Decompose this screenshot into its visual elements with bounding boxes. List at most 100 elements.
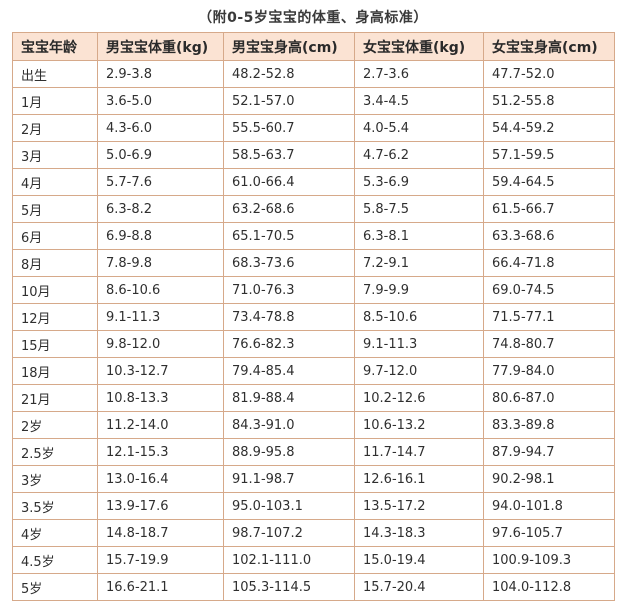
table-row: 2.5岁 12.1-15.3 88.9-95.8 11.7-14.7 87.9-94.7 xyxy=(12,438,615,466)
cell-girl-height: 61.5-66.7 xyxy=(483,195,615,223)
cell-girl-weight: 7.9-9.9 xyxy=(354,276,484,304)
cell-boy-height: 95.0-103.1 xyxy=(223,492,355,520)
cell-girl-height: 69.0-74.5 xyxy=(483,276,615,304)
cell-girl-height: 51.2-55.8 xyxy=(483,87,615,115)
cell-age: 出生 xyxy=(12,60,98,88)
cell-girl-weight: 10.2-12.6 xyxy=(354,384,484,412)
cell-girl-weight: 5.3-6.9 xyxy=(354,168,484,196)
table-caption: （附0-5岁宝宝的体重、身高标准） xyxy=(198,10,428,26)
table-row: 12月 9.1-11.3 73.4-78.8 8.5-10.6 71.5-77.1 xyxy=(12,303,615,331)
cell-boy-weight: 5.0-6.9 xyxy=(97,141,224,169)
cell-boy-weight: 9.1-11.3 xyxy=(97,303,224,331)
cell-age: 4.5岁 xyxy=(12,546,98,574)
cell-girl-height: 90.2-98.1 xyxy=(483,465,615,493)
table-row: 8月 7.8-9.8 68.3-73.6 7.2-9.1 66.4-71.8 xyxy=(12,249,615,277)
header-boy-weight: 男宝宝体重(kg) xyxy=(97,32,224,61)
cell-boy-height: 76.6-82.3 xyxy=(223,330,355,358)
header-boy-height: 男宝宝身高(cm) xyxy=(223,32,355,61)
cell-girl-weight: 6.3-8.1 xyxy=(354,222,484,250)
cell-girl-height: 83.3-89.8 xyxy=(483,411,615,439)
cell-girl-weight: 4.7-6.2 xyxy=(354,141,484,169)
cell-age: 1月 xyxy=(12,87,98,115)
cell-girl-weight: 11.7-14.7 xyxy=(354,438,484,466)
cell-boy-weight: 9.8-12.0 xyxy=(97,330,224,358)
cell-girl-weight: 8.5-10.6 xyxy=(354,303,484,331)
cell-boy-weight: 15.7-19.9 xyxy=(97,546,224,574)
cell-boy-height: 81.9-88.4 xyxy=(223,384,355,412)
table-row: 10月 8.6-10.6 71.0-76.3 7.9-9.9 69.0-74.5 xyxy=(12,276,615,304)
cell-age: 4岁 xyxy=(12,519,98,547)
cell-girl-height: 77.9-84.0 xyxy=(483,357,615,385)
cell-age: 12月 xyxy=(12,303,98,331)
cell-boy-height: 102.1-111.0 xyxy=(223,546,355,574)
cell-age: 2月 xyxy=(12,114,98,142)
table-row: 3月 5.0-6.9 58.5-63.7 4.7-6.2 57.1-59.5 xyxy=(12,141,615,169)
cell-girl-weight: 15.7-20.4 xyxy=(354,573,484,601)
cell-boy-weight: 6.3-8.2 xyxy=(97,195,224,223)
cell-girl-weight: 9.7-12.0 xyxy=(354,357,484,385)
table-row: 4.5岁 15.7-19.9 102.1-111.0 15.0-19.4 100.9-1… xyxy=(12,546,615,574)
cell-boy-height: 61.0-66.4 xyxy=(223,168,355,196)
cell-age: 3.5岁 xyxy=(12,492,98,520)
table-row: 2月 4.3-6.0 55.5-60.7 4.0-5.4 54.4-59.2 xyxy=(12,114,615,142)
cell-boy-height: 73.4-78.8 xyxy=(223,303,355,331)
cell-boy-height: 68.3-73.6 xyxy=(223,249,355,277)
cell-boy-weight: 6.9-8.8 xyxy=(97,222,224,250)
cell-girl-height: 57.1-59.5 xyxy=(483,141,615,169)
cell-girl-height: 47.7-52.0 xyxy=(483,60,615,88)
cell-boy-weight: 8.6-10.6 xyxy=(97,276,224,304)
table-row: 4月 5.7-7.6 61.0-66.4 5.3-6.9 59.4-64.5 xyxy=(12,168,615,196)
cell-girl-height: 94.0-101.8 xyxy=(483,492,615,520)
cell-girl-weight: 10.6-13.2 xyxy=(354,411,484,439)
cell-boy-weight: 13.9-17.6 xyxy=(97,492,224,520)
cell-girl-weight: 4.0-5.4 xyxy=(354,114,484,142)
cell-girl-weight: 5.8-7.5 xyxy=(354,195,484,223)
header-girl-height: 女宝宝身高(cm) xyxy=(483,32,615,61)
cell-boy-height: 65.1-70.5 xyxy=(223,222,355,250)
cell-boy-weight: 12.1-15.3 xyxy=(97,438,224,466)
cell-age: 21月 xyxy=(12,384,98,412)
cell-age: 2.5岁 xyxy=(12,438,98,466)
table-row: 4岁 14.8-18.7 98.7-107.2 14.3-18.3 97.6-105.7 xyxy=(12,519,615,547)
cell-girl-weight: 3.4-4.5 xyxy=(354,87,484,115)
cell-boy-height: 84.3-91.0 xyxy=(223,411,355,439)
cell-boy-weight: 7.8-9.8 xyxy=(97,249,224,277)
cell-boy-weight: 10.3-12.7 xyxy=(97,357,224,385)
table-row: 6月 6.9-8.8 65.1-70.5 6.3-8.1 63.3-68.6 xyxy=(12,222,615,250)
cell-boy-weight: 14.8-18.7 xyxy=(97,519,224,547)
cell-girl-height: 74.8-80.7 xyxy=(483,330,615,358)
cell-boy-weight: 3.6-5.0 xyxy=(97,87,224,115)
cell-boy-height: 63.2-68.6 xyxy=(223,195,355,223)
header-girl-weight: 女宝宝体重(kg) xyxy=(354,32,484,61)
cell-age: 3月 xyxy=(12,141,98,169)
header-age: 宝宝年龄 xyxy=(12,32,98,61)
cell-girl-height: 87.9-94.7 xyxy=(483,438,615,466)
cell-boy-height: 88.9-95.8 xyxy=(223,438,355,466)
table-body: 出生 2.9-3.8 48.2-52.8 2.7-3.6 47.7-52.0 1月 3.6-… xyxy=(12,60,615,601)
cell-boy-weight: 11.2-14.0 xyxy=(97,411,224,439)
cell-boy-height: 52.1-57.0 xyxy=(223,87,355,115)
header-row: 宝宝年龄 男宝宝体重(kg) 男宝宝身高(cm) 女宝宝体重(kg) 女宝宝身高… xyxy=(12,32,615,61)
cell-age: 6月 xyxy=(12,222,98,250)
cell-girl-height: 71.5-77.1 xyxy=(483,303,615,331)
table-row: 21月 10.8-13.3 81.9-88.4 10.2-12.6 80.6-87.0 xyxy=(12,384,615,412)
cell-age: 10月 xyxy=(12,276,98,304)
cell-boy-weight: 16.6-21.1 xyxy=(97,573,224,601)
cell-age: 8月 xyxy=(12,249,98,277)
table-row: 出生 2.9-3.8 48.2-52.8 2.7-3.6 47.7-52.0 xyxy=(12,60,615,88)
cell-age: 4月 xyxy=(12,168,98,196)
table-row: 5月 6.3-8.2 63.2-68.6 5.8-7.5 61.5-66.7 xyxy=(12,195,615,223)
cell-girl-weight: 13.5-17.2 xyxy=(354,492,484,520)
cell-age: 2岁 xyxy=(12,411,98,439)
cell-girl-weight: 2.7-3.6 xyxy=(354,60,484,88)
cell-girl-height: 104.0-112.8 xyxy=(483,573,615,601)
cell-boy-height: 79.4-85.4 xyxy=(223,357,355,385)
cell-girl-height: 100.9-109.3 xyxy=(483,546,615,574)
cell-boy-height: 48.2-52.8 xyxy=(223,60,355,88)
cell-girl-weight: 15.0-19.4 xyxy=(354,546,484,574)
cell-boy-weight: 5.7-7.6 xyxy=(97,168,224,196)
growth-standards-table: 宝宝年龄 男宝宝体重(kg) 男宝宝身高(cm) 女宝宝体重(kg) 女宝宝身高… xyxy=(12,32,615,601)
cell-girl-weight: 14.3-18.3 xyxy=(354,519,484,547)
cell-girl-height: 59.4-64.5 xyxy=(483,168,615,196)
table-row: 5岁 16.6-21.1 105.3-114.5 15.7-20.4 104.0-112… xyxy=(12,573,615,601)
